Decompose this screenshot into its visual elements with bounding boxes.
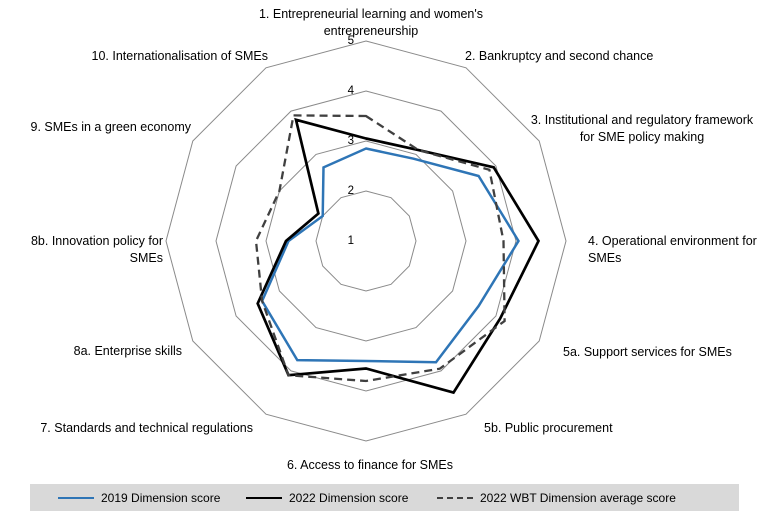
axis-label-dim9: 9. SMEs in a green economy [30,120,192,134]
axis-label-dim1: 1. Entrepreneurial learning and women's … [258,7,484,38]
series-wbt-average-polygon [254,114,506,383]
axis-label-dim3: 3. Institutional and regulatory framewor… [530,113,754,144]
grid-ring-5 [165,40,567,442]
axis-label-dim8b: 8b. Innovation policy for SMEs [30,234,163,265]
legend: 2019 Dimension score 2022 Dimension scor… [30,484,739,511]
legend-label-wbt-average: 2022 WBT Dimension average score [480,490,676,505]
tick-label-4: 4 [347,85,354,97]
legend-dashed-line-wbt-icon [437,496,473,499]
legend-line-2022-icon [246,496,282,499]
axis-label-dim7: 7. Standards and technical regulations [40,421,253,435]
grid-ring-2 [315,190,417,292]
legend-item-2022: 2022 Dimension score [246,484,408,511]
legend-label-2022: 2022 Dimension score [289,490,409,505]
legend-item-2019: 2019 Dimension score [58,484,220,511]
legend-line-2019-icon [58,496,94,499]
tick-label-2: 2 [347,185,354,197]
legend-item-wbt-average: 2022 WBT Dimension average score [437,484,676,511]
series-2019-polygon [260,147,520,364]
tick-label-1: 1 [347,235,354,247]
tick-label-3: 3 [347,135,354,147]
axis-label-dim5b: 5b. Public procurement [484,421,613,435]
grid-ring-3 [265,140,467,342]
radar-chart-canvas [165,40,567,442]
series-2022-polygon [256,117,541,395]
axis-label-dim4: 4. Operational environment for SMEs [588,234,757,265]
axis-label-dim8a: 8a. Enterprise skills [73,344,182,358]
axis-label-dim6: 6. Access to finance for SMEs [286,458,454,472]
tick-label-5: 5 [347,35,354,47]
grid-ring-4 [215,90,517,392]
legend-label-2019: 2019 Dimension score [101,490,221,505]
axis-label-dim10: 10. Internationalisation of SMEs [91,49,269,63]
axis-label-dim5a: 5a. Support services for SMEs [563,345,732,359]
axis-label-dim2: 2. Bankruptcy and second chance [465,49,654,63]
